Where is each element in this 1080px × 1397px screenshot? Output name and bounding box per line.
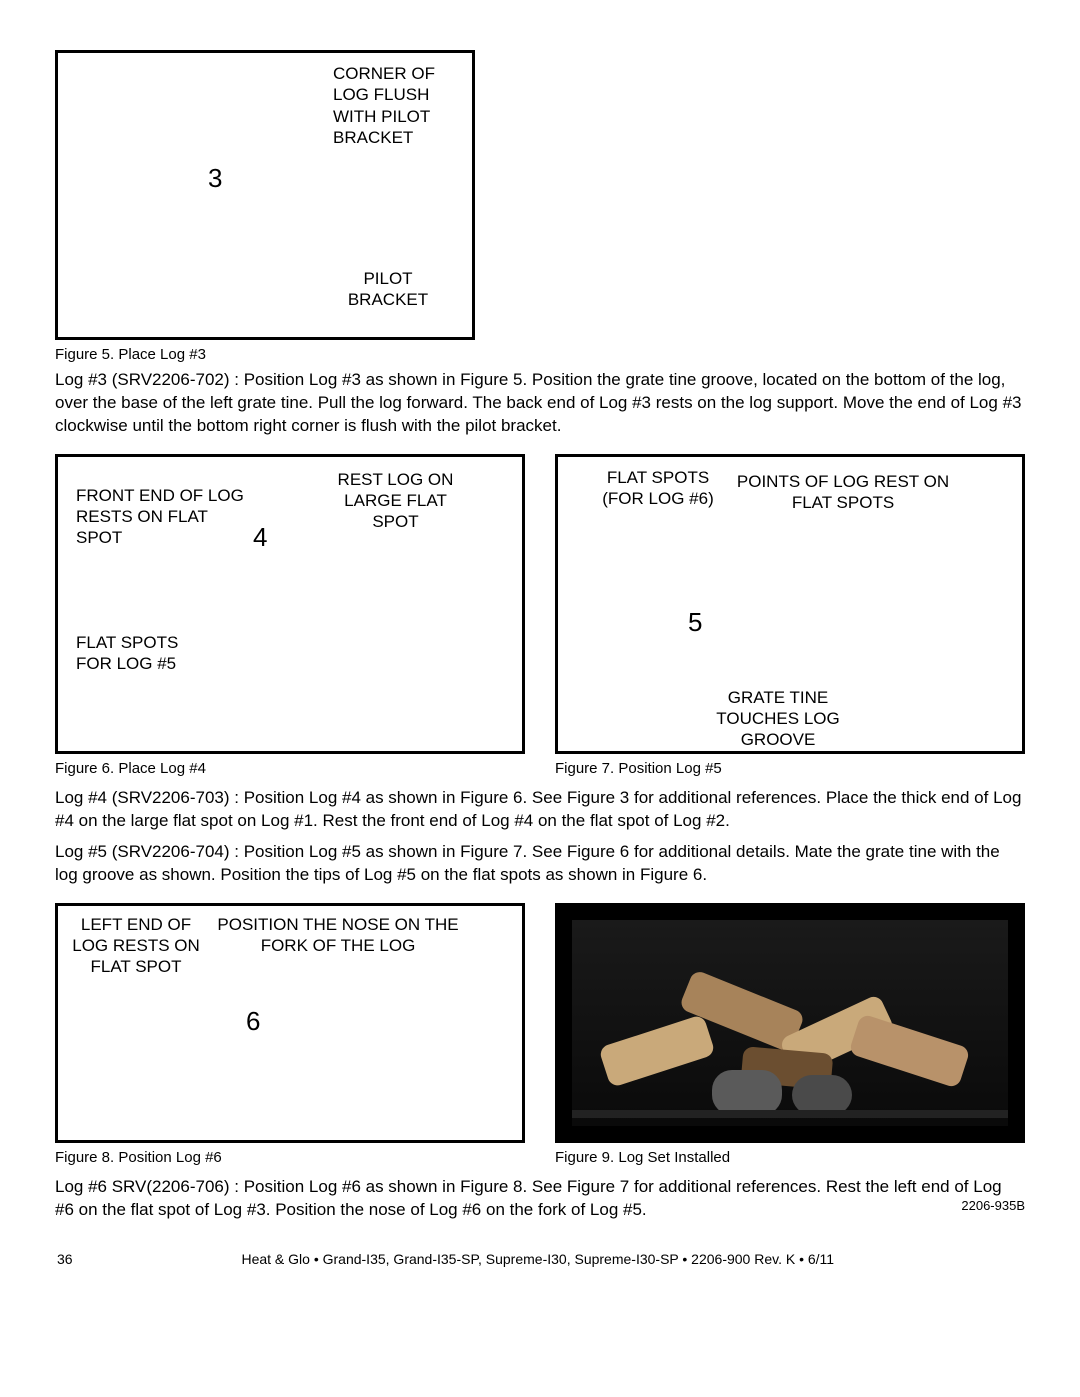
figure-5-label-corner: CORNER OF LOG FLUSH WITH PILOT BRACKET xyxy=(333,63,463,148)
paragraph-log6: Log #6 SRV(2206-706) : Position Log #6 a… xyxy=(55,1176,1025,1222)
page-container: 3 CORNER OF LOG FLUSH WITH PILOT BRACKET… xyxy=(0,0,1080,1297)
footer-page-number: 36 xyxy=(57,1251,73,1267)
paragraph-log3: Log #3 (SRV2206-702) : Position Log #3 a… xyxy=(55,369,1025,438)
figure-8-label-left-end: LEFT END OF LOG RESTS ON FLAT SPOT xyxy=(66,914,206,978)
figure-9-caption: Figure 9. Log Set Installed xyxy=(555,1149,1025,1166)
figure-6-number: 4 xyxy=(253,522,267,553)
figure-8-caption: Figure 8. Position Log #6 xyxy=(55,1149,525,1166)
paragraph-log5: Log #5 (SRV2206-704) : Position Log #5 a… xyxy=(55,841,1025,887)
doc-number: 2206-935B xyxy=(961,1198,1025,1213)
footer-spacer xyxy=(1003,1251,1023,1267)
figure-7-label-points: POINTS OF LOG REST ON FLAT SPOTS xyxy=(723,471,963,514)
paragraph-log4: Log #4 (SRV2206-703) : Position Log #4 a… xyxy=(55,787,1025,833)
footer-center-text: Heat & Glo • Grand-I35, Grand-I35-SP, Su… xyxy=(241,1251,834,1267)
figure-8-box: LEFT END OF LOG RESTS ON FLAT SPOT POSIT… xyxy=(55,903,525,1143)
figure-6-label-front-end: FRONT END OF LOG RESTS ON FLAT SPOT xyxy=(76,485,246,549)
figure-5-box: 3 CORNER OF LOG FLUSH WITH PILOT BRACKET… xyxy=(55,50,475,340)
figure-7-label-flat-spots: FLAT SPOTS (FOR LOG #6) xyxy=(593,467,723,510)
figure-6-label-rest-log: REST LOG ON LARGE FLAT SPOT xyxy=(328,469,463,533)
figure-7-label-grate-tine: GRATE TINE TOUCHES LOG GROOVE xyxy=(708,687,848,751)
figure-9-photo-inner xyxy=(572,920,1008,1126)
figure-8-number: 6 xyxy=(246,1006,260,1037)
figure-5-label-pilot: PILOT BRACKET xyxy=(333,268,443,311)
figure-5-caption: Figure 5. Place Log #3 xyxy=(55,346,1025,363)
figure-6-label-flat-spots: FLAT SPOTS FOR LOG #5 xyxy=(76,632,206,675)
figure-7-box: FLAT SPOTS (FOR LOG #6) POINTS OF LOG RE… xyxy=(555,454,1025,754)
figure-8-label-nose: POSITION THE NOSE ON THE FORK OF THE LOG xyxy=(213,914,463,957)
figure-5-number: 3 xyxy=(208,163,222,194)
figure-row-6-7: FRONT END OF LOG RESTS ON FLAT SPOT 4 RE… xyxy=(55,454,1025,781)
figure-row-8-9: LEFT END OF LOG RESTS ON FLAT SPOT POSIT… xyxy=(55,903,1025,1170)
figure-6-box: FRONT END OF LOG RESTS ON FLAT SPOT 4 RE… xyxy=(55,454,525,754)
figure-6-caption: Figure 6. Place Log #4 xyxy=(55,760,525,777)
figure-9-photo xyxy=(555,903,1025,1143)
page-footer: 36 Heat & Glo • Grand-I35, Grand-I35-SP,… xyxy=(55,1251,1025,1267)
figure-7-number: 5 xyxy=(688,607,702,638)
figure-7-caption: Figure 7. Position Log #5 xyxy=(555,760,1025,777)
